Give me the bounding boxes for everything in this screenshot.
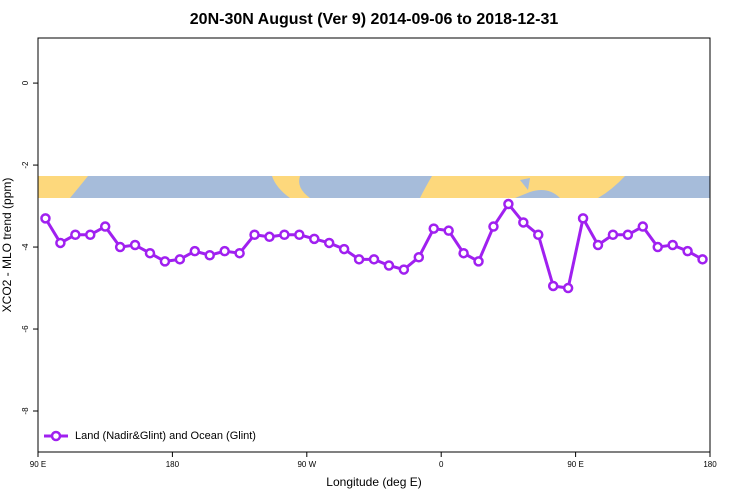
point (592, 239, 604, 251)
point (189, 245, 201, 257)
x-tick-label: 90 E (567, 460, 583, 469)
point (40, 213, 51, 224)
chart-title: 20N-30N August (Ver 9) 2014-09-06 to 201… (190, 11, 559, 28)
plot-frame (37, 37, 711, 453)
point (398, 264, 410, 275)
point (473, 256, 484, 267)
point (518, 217, 529, 228)
point (637, 221, 649, 232)
point (622, 229, 634, 241)
point (249, 229, 260, 241)
point (413, 252, 425, 263)
x-tick-label: 90 W (297, 460, 316, 469)
point (697, 254, 708, 265)
point (159, 256, 171, 267)
point (114, 241, 126, 253)
point (264, 231, 275, 243)
point (309, 233, 320, 245)
point (338, 243, 350, 255)
point (219, 245, 230, 257)
point (533, 229, 544, 241)
point (294, 229, 305, 241)
point (279, 229, 290, 241)
series-line (44, 201, 704, 290)
point (144, 247, 156, 259)
point (667, 239, 678, 251)
x-tick-label: 180 (166, 460, 180, 469)
point (85, 229, 96, 241)
point (458, 247, 469, 259)
point (428, 223, 439, 234)
y-tick-label: -4 (21, 243, 30, 251)
x-tick-label: 180 (703, 460, 717, 469)
point (443, 225, 454, 236)
x-axis-label: Longitude (deg E) (326, 475, 421, 489)
y-tick-label: 0 (21, 80, 30, 85)
point (562, 282, 574, 294)
point (353, 254, 365, 265)
point (204, 249, 215, 261)
y-tick-label: -8 (21, 407, 30, 415)
x-tick-label: 0 (439, 460, 444, 469)
point (234, 247, 245, 259)
point (174, 254, 186, 265)
point (55, 237, 66, 249)
y-tick-label: -2 (21, 161, 30, 169)
point (70, 229, 81, 241)
map-strip (38, 176, 710, 198)
point (323, 237, 335, 249)
point (547, 280, 559, 292)
point (503, 198, 514, 210)
point (99, 221, 111, 232)
point (577, 213, 589, 224)
point (488, 221, 499, 232)
point (682, 245, 693, 257)
point (383, 260, 395, 271)
y-tick-label: -6 (21, 325, 30, 333)
point (368, 254, 380, 265)
legend-label: Land (Nadir&Glint) and Ocean (Glint) (75, 430, 256, 442)
point (607, 229, 619, 241)
legend-marker (50, 430, 62, 442)
point (652, 241, 663, 253)
y-axis-label: XCO2 - MLO trend (ppm) (0, 178, 14, 313)
point (129, 239, 141, 251)
x-tick-label: 90 E (30, 460, 46, 469)
